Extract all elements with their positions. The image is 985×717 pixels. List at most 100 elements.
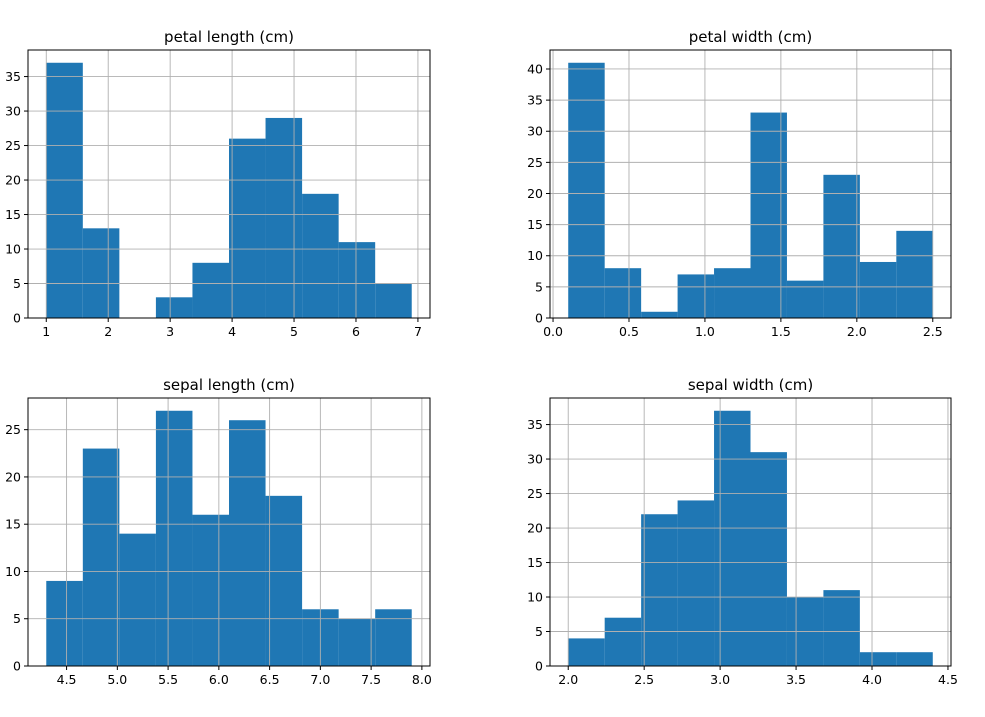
chart-title: sepal width (cm)	[688, 376, 813, 394]
chart-title: petal length (cm)	[164, 28, 294, 46]
axes-frame	[27, 49, 431, 319]
histogram-bar	[750, 452, 787, 666]
y-tick-label: 10	[5, 242, 21, 257]
y-tick-label: 35	[5, 69, 21, 84]
x-tick-label: 5.0	[107, 672, 127, 687]
histogram-bar	[677, 500, 715, 666]
y-tick-label: 35	[527, 417, 543, 432]
y-tick-label: 30	[5, 104, 21, 119]
y-tick-label: 0	[13, 659, 21, 674]
y-tick-label: 20	[5, 469, 21, 484]
histogram-bar	[568, 638, 605, 666]
axes-frame	[27, 397, 431, 667]
histogram-bar	[119, 533, 156, 666]
y-tick-label: 5	[535, 624, 543, 639]
histogram-bar	[823, 174, 860, 318]
histogram-bar	[786, 280, 824, 318]
x-tick-label: 7.5	[361, 672, 381, 687]
histogram-bar	[714, 268, 751, 318]
y-tick-label: 15	[527, 217, 543, 232]
x-tick-label: 2.0	[558, 672, 578, 687]
y-tick-label: 5	[13, 276, 21, 291]
x-tick-label: 7	[414, 324, 422, 339]
histogram-bar	[192, 514, 229, 666]
histogram-bar	[896, 652, 933, 666]
histogram-bar	[302, 193, 339, 318]
y-tick-label: 30	[527, 452, 543, 467]
histogram-bar	[375, 609, 412, 666]
y-tick-label: 15	[5, 207, 21, 222]
histogram-bar	[82, 448, 120, 666]
x-tick-label: 2	[104, 324, 112, 339]
histogram-bar	[604, 617, 642, 666]
histogram-bar	[859, 261, 897, 318]
histogram-bar	[229, 420, 266, 666]
y-tick-label: 0	[13, 311, 21, 326]
y-tick-label: 25	[5, 138, 21, 153]
x-tick-label: 3.0	[710, 672, 730, 687]
histogram-bar	[265, 117, 303, 318]
x-tick-label: 2.5	[923, 324, 943, 339]
x-tick-label: 2.0	[847, 324, 867, 339]
x-tick-label: 4.5	[938, 672, 958, 687]
x-tick-label: 6	[352, 324, 360, 339]
histogram-bar	[82, 228, 120, 318]
x-tick-label: 6.5	[260, 672, 280, 687]
x-tick-label: 0.0	[543, 324, 563, 339]
histogram-bar	[823, 590, 860, 666]
histogram-bar	[46, 62, 83, 319]
histogram-bar	[375, 283, 412, 318]
histogram-bar	[568, 62, 605, 319]
axes-frame	[549, 49, 952, 319]
histogram-bar	[859, 652, 897, 666]
histogram-bar	[714, 410, 751, 666]
x-tick-label: 1.5	[771, 324, 791, 339]
y-tick-label: 15	[5, 517, 21, 532]
x-tick-label: 1	[42, 324, 50, 339]
histogram-bar	[155, 297, 193, 318]
x-tick-label: 7.0	[310, 672, 330, 687]
x-tick-label: 3	[166, 324, 174, 339]
histogram-panel-3: 4.5 5.0 5.5 6.0 6.5 7.0 7.5 8.0 0 5 10 15 20 25 sepal …	[5, 376, 432, 687]
histogram-panel-4: 2.0 2.5 3.0 3.5 4.0 4.5 0 5 10 15 20 25 30 35 sepal wi…	[527, 376, 958, 687]
y-tick-label: 20	[527, 521, 543, 536]
y-tick-label: 40	[527, 61, 543, 76]
histogram-bar	[338, 242, 376, 318]
x-tick-label: 4.5	[57, 672, 77, 687]
y-tick-label: 0	[535, 311, 543, 326]
y-tick-label: 15	[527, 555, 543, 570]
histogram-panel-2: 0.0 0.5 1.0 1.5 2.0 2.5 0 5 10 15 20 25 30 35 40 petal …	[527, 28, 952, 339]
x-tick-label: 3.5	[786, 672, 806, 687]
y-tick-label: 25	[527, 486, 543, 501]
y-tick-label: 0	[535, 659, 543, 674]
x-tick-label: 5.5	[158, 672, 178, 687]
histogram-bar	[155, 410, 193, 666]
histogram-bar	[265, 495, 303, 666]
y-tick-label: 25	[5, 422, 21, 437]
histogram-bar	[46, 580, 83, 666]
x-tick-label: 6.0	[209, 672, 229, 687]
x-tick-label: 4.0	[862, 672, 882, 687]
histogram-panel-1: 1 2 3 4 5 6 7 0 5 10 15 20 25 30 35 petal length (cm)	[5, 28, 431, 339]
y-tick-label: 35	[527, 93, 543, 108]
x-tick-label: 4	[228, 324, 236, 339]
x-tick-label: 5	[290, 324, 298, 339]
histogram-bar	[896, 230, 933, 318]
histogram-bar	[604, 268, 642, 318]
y-tick-label: 5	[13, 611, 21, 626]
histogram-bar	[192, 262, 229, 318]
histogram-bar	[338, 618, 376, 666]
y-tick-label: 20	[527, 186, 543, 201]
x-tick-label: 2.5	[634, 672, 654, 687]
histogram-bar	[641, 311, 678, 318]
axes-frame	[549, 397, 952, 667]
histogram-bar	[229, 138, 266, 318]
chart-title: petal width (cm)	[689, 28, 812, 46]
x-tick-label: 8.0	[412, 672, 432, 687]
histogram-bar	[641, 514, 678, 666]
y-tick-label: 25	[527, 155, 543, 170]
x-tick-label: 0.5	[619, 324, 639, 339]
x-tick-label: 1.0	[695, 324, 715, 339]
chart-title: sepal length (cm)	[163, 376, 295, 394]
